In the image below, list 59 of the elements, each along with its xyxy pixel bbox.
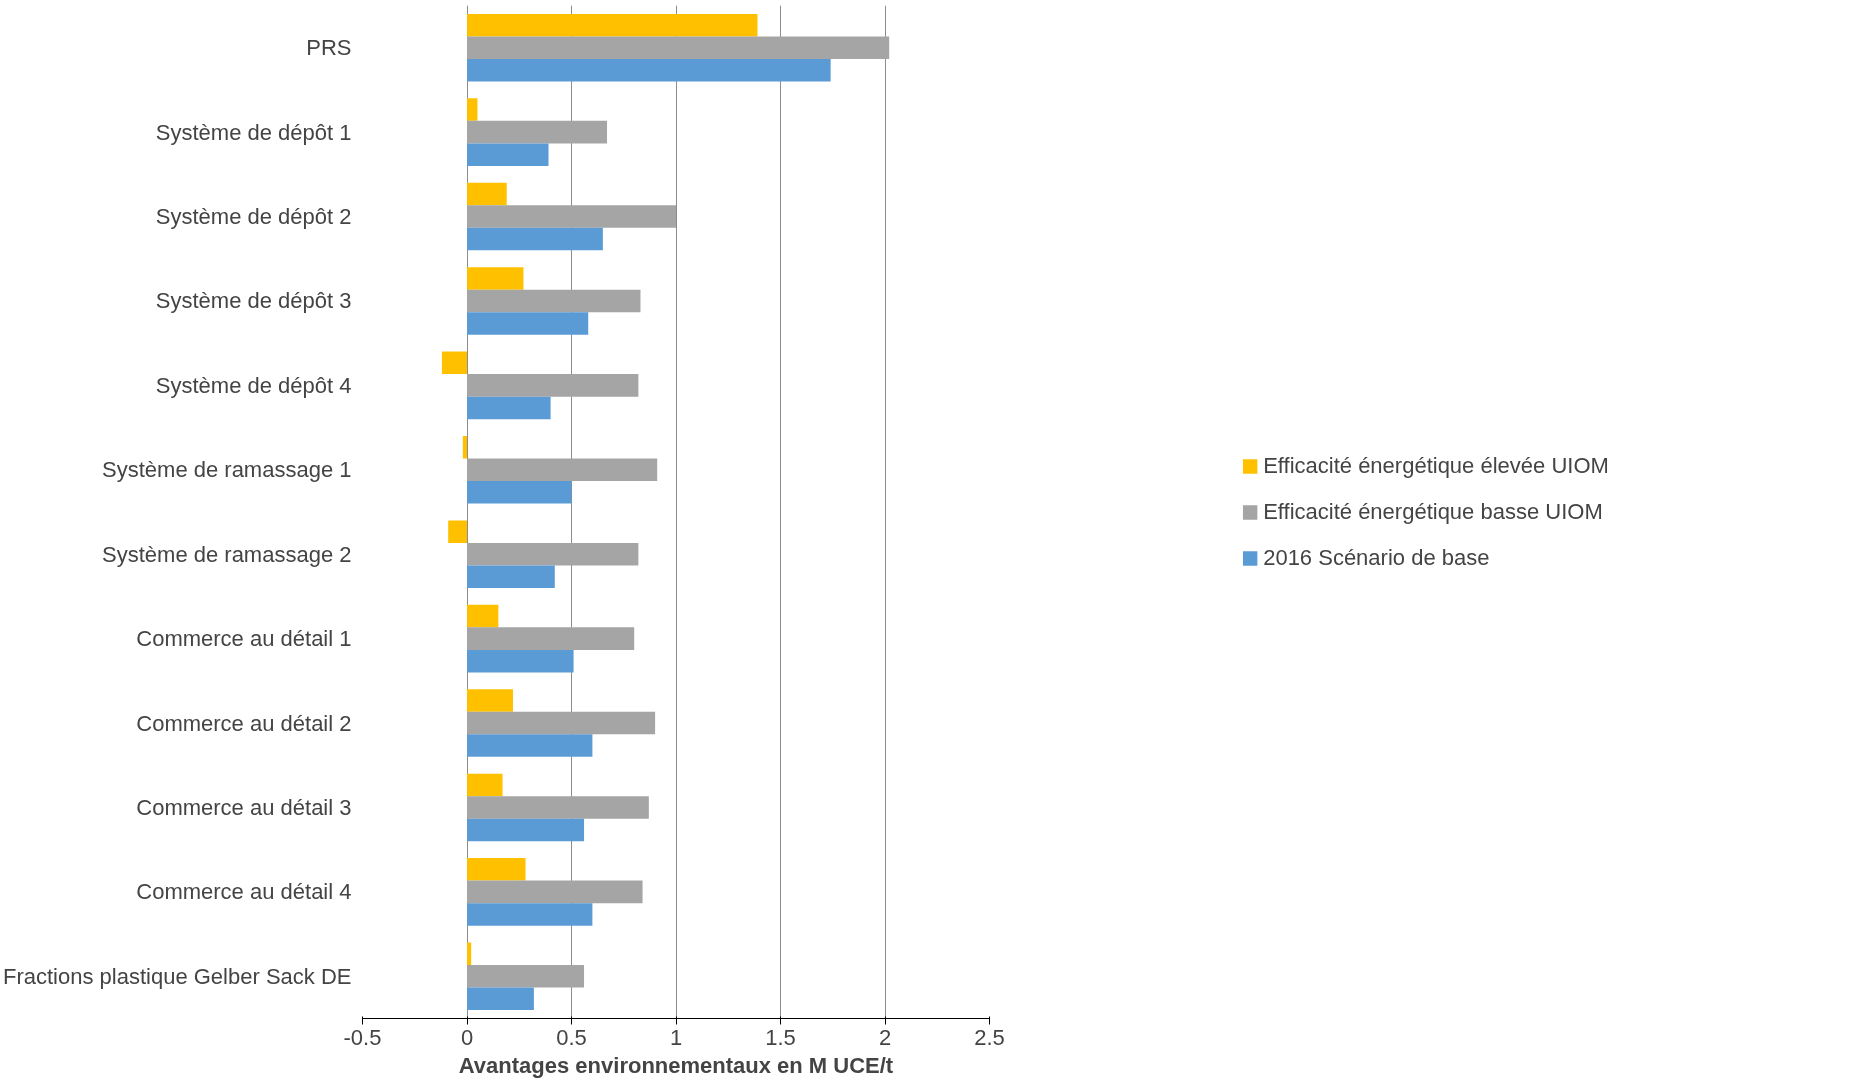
bar — [467, 796, 649, 819]
y-tick-label: Système de dépôt 3 — [155, 288, 352, 314]
bar — [467, 734, 593, 757]
y-tick-label: Commerce au détail 2 — [136, 710, 352, 736]
bar — [467, 604, 499, 628]
bar — [467, 903, 593, 926]
bar — [467, 205, 676, 228]
bar — [467, 36, 890, 59]
bar — [467, 312, 589, 335]
bar — [467, 13, 758, 37]
bar — [462, 436, 467, 459]
bar — [467, 689, 513, 712]
y-tick-label: Commerce au détail 4 — [136, 879, 352, 905]
legend-label: 2016 Scénario de base — [1263, 544, 1490, 571]
bar — [467, 267, 524, 290]
bar — [467, 182, 507, 206]
x-tick-label: 0 — [460, 1024, 474, 1050]
bar — [467, 880, 643, 904]
bar — [467, 120, 608, 144]
bar — [467, 227, 603, 251]
y-tick-label: Système de dépôt 4 — [155, 372, 352, 398]
y-tick-label: PRS — [306, 35, 352, 61]
bar — [467, 858, 526, 881]
y-tick-label: Commerce au détail 3 — [136, 794, 352, 820]
y-tick-label: Fractions plastique Gelber Sack DE — [3, 963, 352, 989]
y-tick-label: Système de dépôt 1 — [155, 119, 352, 145]
x-tick-label: 2 — [878, 1024, 892, 1050]
bar — [467, 481, 572, 504]
bar — [467, 458, 658, 482]
bar — [467, 374, 639, 397]
x-axis-title: Avantages environnementaux en M UCE/t — [458, 1052, 894, 1078]
x-tick-label: -0.5 — [343, 1024, 382, 1050]
y-tick-label: Système de ramassage 2 — [102, 541, 352, 567]
bar — [448, 520, 467, 543]
y-tick-label: Système de ramassage 1 — [102, 457, 352, 483]
bar — [467, 627, 635, 650]
legend-label: Efficacité énergétique élevée UIOM — [1263, 452, 1609, 479]
x-tick-label: 1.5 — [765, 1024, 796, 1050]
bar — [467, 98, 478, 121]
x-tick-label: 2.5 — [974, 1024, 1005, 1050]
bar — [467, 711, 656, 735]
bar — [467, 773, 503, 797]
bar — [467, 818, 585, 842]
bar — [467, 396, 551, 420]
bar — [467, 542, 639, 566]
legend-label: Efficacité énergétique basse UIOM — [1263, 498, 1603, 525]
bar — [441, 351, 467, 375]
bar — [467, 58, 831, 82]
bar — [467, 649, 574, 673]
bar — [467, 965, 585, 988]
y-tick-label: Commerce au détail 1 — [136, 626, 352, 652]
x-tick-label: 1 — [669, 1024, 683, 1050]
bar — [467, 289, 641, 313]
bar — [467, 942, 472, 966]
bar — [467, 565, 555, 588]
bar — [467, 987, 534, 1011]
y-tick-label: Système de dépôt 2 — [155, 204, 352, 230]
x-tick-label: 0.5 — [556, 1024, 587, 1050]
bar — [467, 143, 549, 166]
